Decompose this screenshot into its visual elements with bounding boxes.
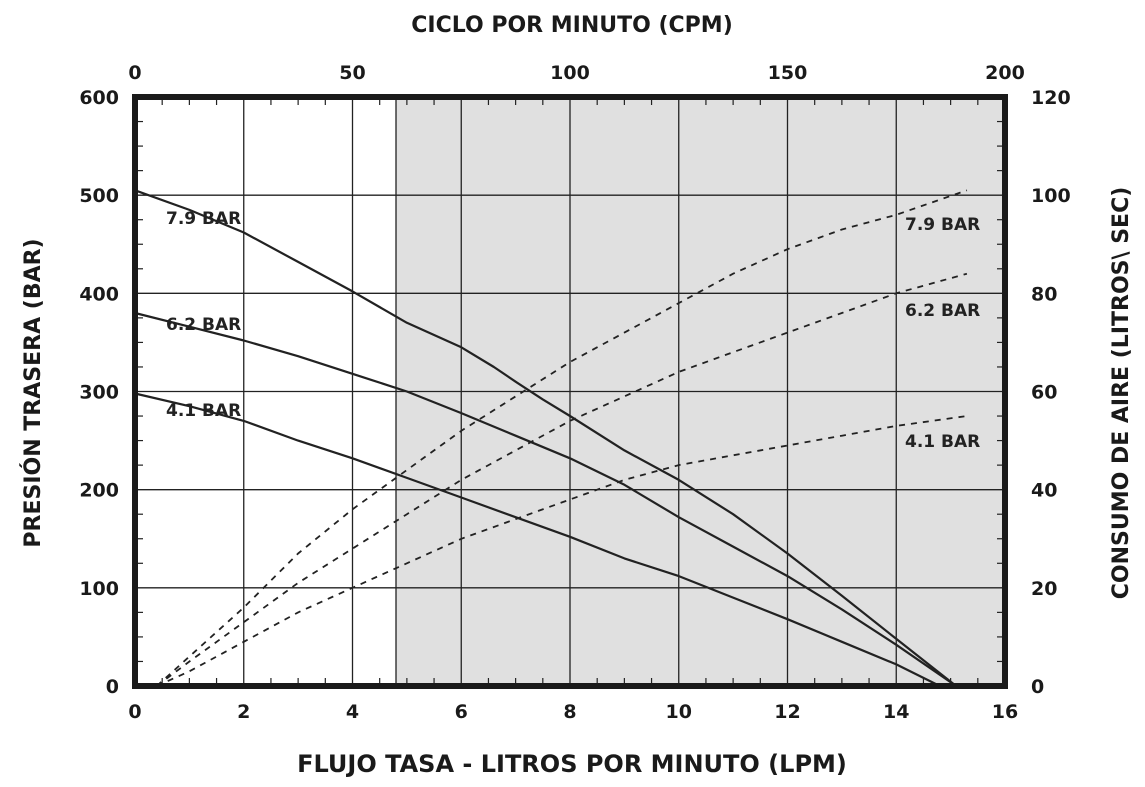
top-tick-label: 50: [339, 62, 365, 84]
frame-layer: [132, 94, 1008, 689]
x-tick-label: 8: [563, 701, 576, 723]
x-tick-label: 16: [992, 701, 1018, 723]
x-tick-label: 6: [455, 701, 468, 723]
air-consumption-curve-7-9: [156, 189, 968, 687]
series-layer: [134, 189, 968, 687]
y-right-tick-label: 120: [1031, 87, 1071, 109]
y-right-axis-title: CONSUMO DE AIRE (LITROS\ SEC): [1109, 187, 1134, 600]
tick-label-layer: 0 2 4 6 8 10 12 14 160 50 100 150 200010020030040050…: [79, 62, 1070, 723]
y-left-tick-label: 300: [79, 382, 119, 404]
plot-frame: [132, 94, 1008, 689]
air-consumption-curve-4-1: [156, 415, 968, 687]
label-air-4-1: 4.1 BAR: [905, 432, 980, 452]
y-left-axis-title: PRESIÓN TRASERA (BAR): [20, 238, 46, 547]
y-left-tick-label: 500: [79, 185, 119, 207]
y-right-tick-label: 60: [1031, 382, 1057, 404]
x-tick-label: 4: [346, 701, 359, 723]
y-right-tick-label: 100: [1031, 185, 1071, 207]
pressure-curve-6-2: [134, 311, 957, 687]
y-right-tick-label: 20: [1031, 578, 1057, 600]
top-tick-label: 200: [985, 62, 1025, 84]
y-left-tick-label: 400: [79, 283, 119, 305]
y-left-tick-label: 200: [79, 480, 119, 502]
x-tick-label: 0: [128, 701, 141, 723]
label-pressure-4-1: 4.1 BAR: [166, 401, 241, 421]
y-right-tick-label: 0: [1031, 676, 1044, 698]
label-air-7-9: 7.9 BAR: [905, 215, 980, 235]
top-axis-title: CICLO POR MINUTO (CPM): [411, 13, 733, 38]
y-right-tick-label: 80: [1031, 283, 1057, 305]
x-tick-label: 10: [666, 701, 692, 723]
label-air-6-2: 6.2 BAR: [905, 301, 980, 321]
air-consumption-curve-6-2: [156, 272, 968, 687]
top-tick-label: 150: [768, 62, 808, 84]
y-left-tick-label: 600: [79, 87, 119, 109]
y-left-tick-label: 0: [106, 676, 119, 698]
top-tick-label: 0: [128, 62, 141, 84]
y-right-tick-label: 40: [1031, 480, 1057, 502]
grid-layer: [135, 97, 1005, 686]
label-pressure-7-9: 7.9 BAR: [166, 209, 241, 229]
label-pressure-6-2: 6.2 BAR: [166, 315, 241, 335]
x-tick-label: 14: [883, 701, 909, 723]
top-tick-label: 100: [550, 62, 590, 84]
y-left-tick-label: 100: [79, 578, 119, 600]
x-axis-title: FLUJO TASA - LITROS POR MINUTO (LPM): [297, 750, 847, 778]
pressure-curve-7-9: [134, 189, 957, 687]
pressure-curve-4-1: [134, 392, 941, 687]
x-tick-label: 12: [774, 701, 800, 723]
x-tick-label: 2: [237, 701, 250, 723]
